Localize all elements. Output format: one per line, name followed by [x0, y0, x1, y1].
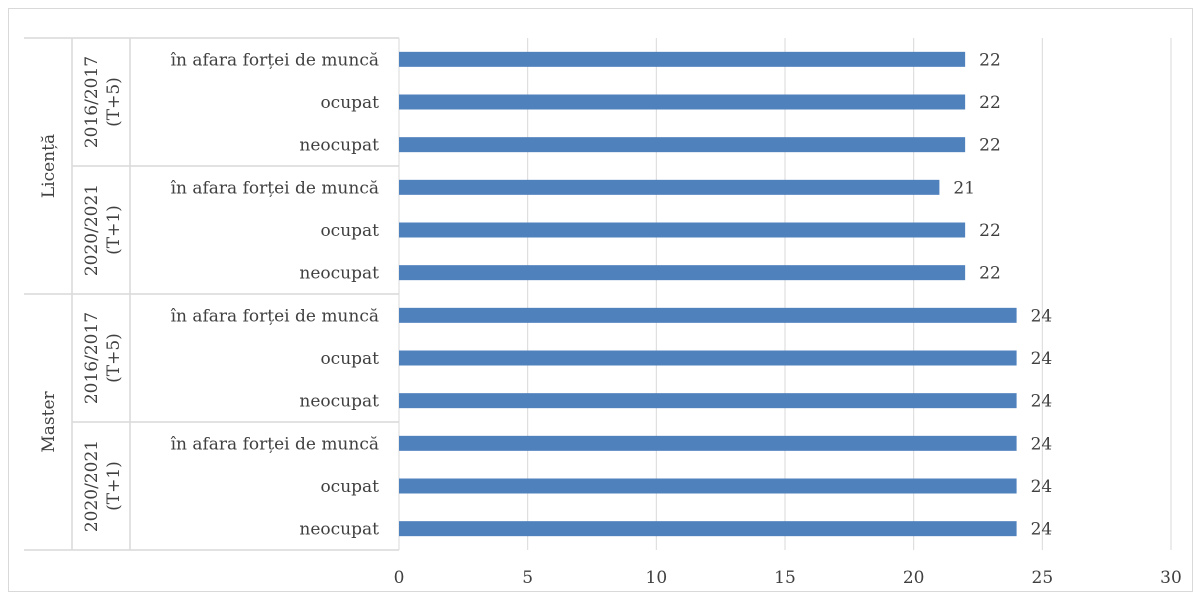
- bar: [399, 51, 966, 67]
- bar: [399, 265, 966, 281]
- data-label: 22: [979, 264, 1001, 284]
- bar: [399, 521, 1017, 537]
- bar: [399, 350, 1017, 366]
- bar: [399, 222, 966, 238]
- x-tick-label: 30: [1160, 568, 1182, 588]
- data-label: 22: [979, 136, 1001, 156]
- chart-frame: [8, 8, 1193, 592]
- bar: [399, 179, 940, 195]
- subgroup-label-year: 2016/2017: [82, 56, 102, 148]
- x-tick-label: 10: [646, 568, 668, 588]
- subgroup-label-year: 2020/2021: [82, 440, 102, 532]
- data-label: 24: [1031, 392, 1053, 412]
- bar: [399, 478, 1017, 494]
- x-tick-label: 25: [1032, 568, 1054, 588]
- subgroup-label-year: 2020/2021: [82, 184, 102, 276]
- data-label: 24: [1031, 434, 1053, 454]
- category-label: în afara forței de muncă: [171, 434, 379, 454]
- bar: [399, 94, 966, 110]
- data-label: 24: [1031, 306, 1053, 326]
- category-label: în afara forței de muncă: [171, 306, 379, 326]
- category-label: ocupat: [320, 93, 379, 113]
- data-label: 22: [979, 93, 1001, 113]
- group-label: Master: [39, 390, 59, 452]
- bar: [399, 393, 1017, 409]
- data-label: 21: [953, 178, 975, 198]
- bar: [399, 137, 966, 153]
- category-label: neocupat: [299, 264, 379, 284]
- subgroup-label-period: (T+5): [104, 333, 124, 383]
- group-label: Licență: [39, 134, 59, 198]
- category-label: neocupat: [299, 392, 379, 412]
- x-tick-label: 20: [903, 568, 925, 588]
- category-label: ocupat: [320, 477, 379, 497]
- subgroup-label-year: 2016/2017: [82, 312, 102, 404]
- category-label: în afara forței de muncă: [171, 178, 379, 198]
- data-label: 22: [979, 221, 1001, 241]
- category-label: în afara forței de muncă: [171, 50, 379, 70]
- subgroup-label-period: (T+5): [104, 77, 124, 127]
- subgroup-label-period: (T+1): [104, 461, 124, 511]
- category-label: neocupat: [299, 136, 379, 156]
- data-label: 24: [1031, 520, 1053, 540]
- data-label: 22: [979, 50, 1001, 70]
- x-tick-label: 5: [522, 568, 533, 588]
- x-tick-label: 0: [394, 568, 405, 588]
- category-label: neocupat: [299, 520, 379, 540]
- data-label: 24: [1031, 349, 1053, 369]
- x-tick-label: 15: [774, 568, 796, 588]
- subgroup-label-period: (T+1): [104, 205, 124, 255]
- bar: [399, 435, 1017, 451]
- bar: [399, 307, 1017, 323]
- data-label: 24: [1031, 477, 1053, 497]
- category-label: ocupat: [320, 349, 379, 369]
- category-label: ocupat: [320, 221, 379, 241]
